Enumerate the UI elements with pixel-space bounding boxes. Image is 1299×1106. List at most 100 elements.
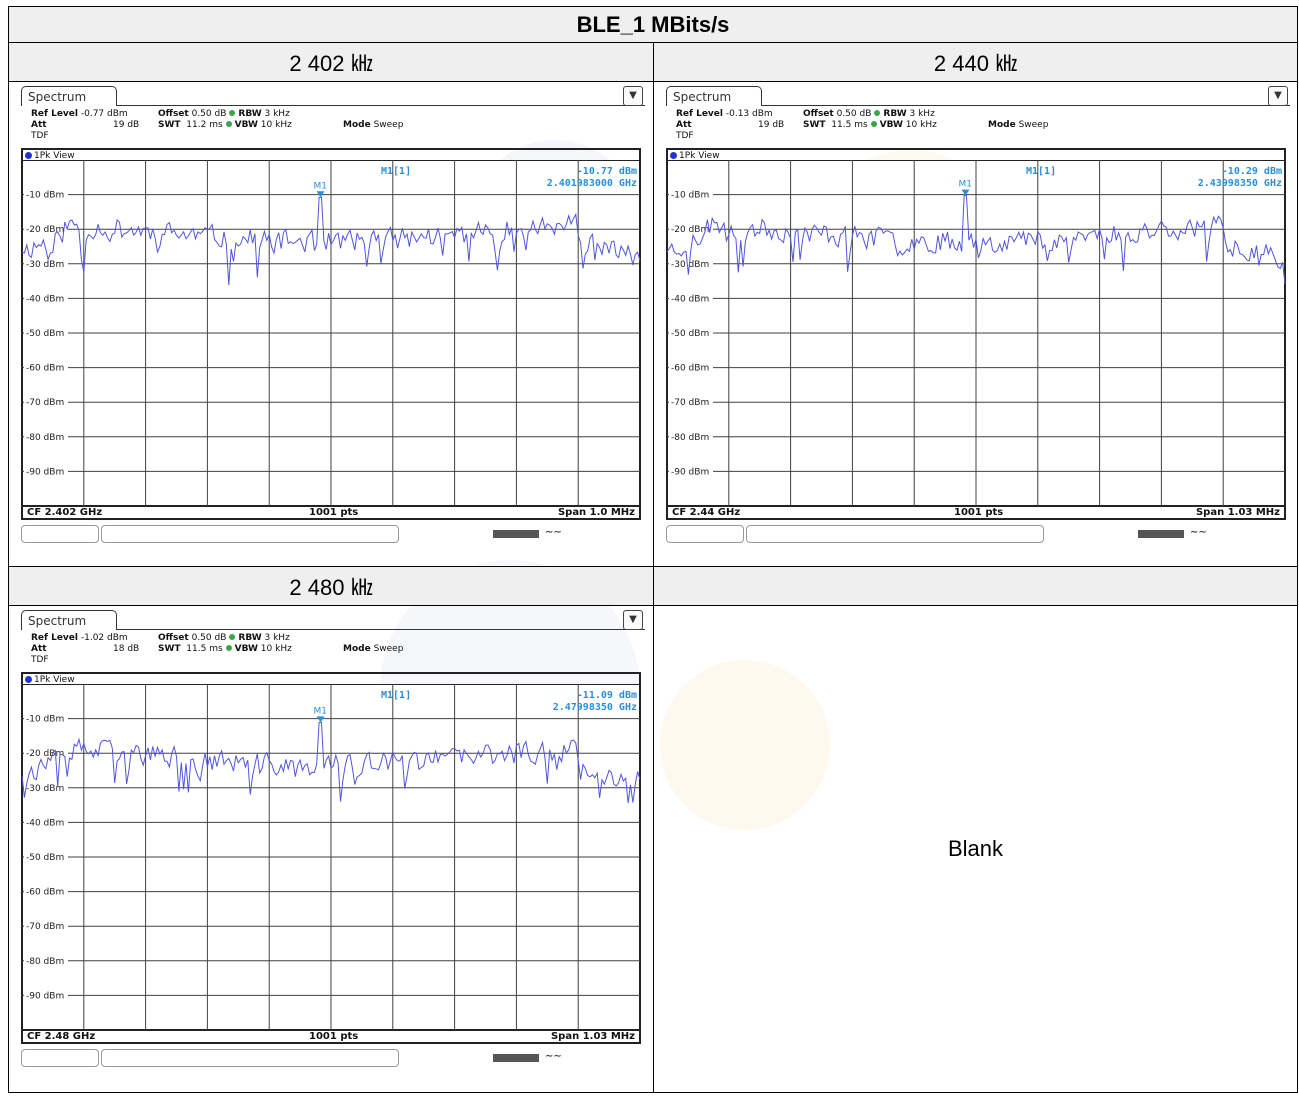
- tick-label-bg: [669, 465, 713, 478]
- tick-label-bg: [24, 816, 68, 829]
- tab-divider: [762, 105, 1290, 106]
- vbw-label: VBW: [879, 120, 903, 130]
- status-message-field[interactable]: [746, 525, 1044, 543]
- tick-label-bg: [24, 292, 68, 305]
- vbw-label: VBW: [234, 120, 258, 130]
- trace-dot-icon: [25, 152, 32, 159]
- swt-value: 11.2 ms: [186, 120, 223, 130]
- status-bar: ∼∼: [21, 524, 645, 544]
- trace-dot-icon: [25, 676, 32, 683]
- status-dot-icon: [870, 121, 877, 127]
- marker-value: -10.77 dBm: [577, 166, 637, 177]
- att-label: Att: [676, 120, 692, 130]
- menu-icon[interactable]: ▼: [1268, 86, 1288, 106]
- menu-icon[interactable]: ▼: [623, 610, 643, 630]
- plot-cell-2402: Spectrum ▼ Ref Level -0.77 dBm Offset 0.…: [8, 81, 654, 567]
- y-tick-label: -50 dBm: [26, 329, 64, 339]
- lxi-icon: ∼∼: [545, 527, 562, 538]
- y-tick-label: -80 dBm: [26, 433, 64, 443]
- y-tick-label: -50 dBm: [26, 853, 64, 863]
- rbw-label: RBW: [238, 633, 262, 643]
- rbw-label: RBW: [238, 109, 262, 119]
- att-value: 19 dB: [758, 120, 785, 130]
- status-dot-icon: [229, 634, 236, 640]
- swt-label: SWT: [158, 120, 181, 130]
- y-tick-label: -10 dBm: [671, 191, 709, 201]
- tick-label-bg: [24, 712, 68, 725]
- y-tick-label: -40 dBm: [26, 818, 64, 828]
- status-field[interactable]: [21, 525, 99, 543]
- status-message-field[interactable]: [101, 525, 399, 543]
- y-tick-label: -30 dBm: [671, 260, 709, 270]
- view-label: 1Pk View: [679, 151, 720, 161]
- center-frequency: CF 2.48 GHz: [27, 1031, 96, 1042]
- progress-indicator: [1138, 530, 1184, 538]
- offset-value: 0.50 dB: [191, 633, 227, 643]
- sweep-points: 1001 pts: [309, 1031, 359, 1042]
- y-tick-label: -80 dBm: [26, 957, 64, 967]
- y-tick-label: -20 dBm: [26, 225, 64, 235]
- att-label: Att: [31, 644, 47, 654]
- marker-value: -10.29 dBm: [1222, 166, 1282, 177]
- marker-tag: M1: [958, 180, 972, 190]
- tick-label-bg: [24, 188, 68, 201]
- spectrum-tab[interactable]: Spectrum: [666, 86, 762, 106]
- ref-level-value: -0.77 dBm: [80, 109, 128, 119]
- marker-triangle: [961, 189, 970, 196]
- status-dot-icon: [225, 645, 232, 651]
- progress-indicator: [493, 1054, 539, 1062]
- y-tick-label: -80 dBm: [671, 433, 709, 443]
- mode-value: Sweep: [373, 120, 404, 130]
- spectrum-plot: -10 dBm -20 dBm -30 dBm -40 dBm -50 dBm -60 d…: [21, 684, 641, 1031]
- y-tick-label: -10 dBm: [26, 715, 64, 725]
- spectrum-tab[interactable]: Spectrum: [21, 86, 117, 106]
- tick-label-bg: [24, 327, 68, 339]
- lxi-icon: ∼∼: [545, 1051, 562, 1062]
- tdf-label: TDF: [31, 655, 49, 665]
- tick-label-bg: [24, 920, 68, 933]
- sweep-points: 1001 pts: [954, 507, 1004, 518]
- spectrum-trace: [666, 195, 1286, 285]
- offset-value: 0.50 dB: [836, 109, 872, 119]
- trace-view-bar: 1Pk View: [666, 148, 1286, 161]
- y-tick-label: -60 dBm: [671, 364, 709, 374]
- y-tick-label: -60 dBm: [26, 364, 64, 374]
- report-table: BLE_1 MBits/s 2 402 ㎑ 2 440 ㎑ Spectrum ▼…: [7, 6, 1299, 1093]
- menu-icon[interactable]: ▼: [623, 86, 643, 106]
- status-message-field[interactable]: [101, 1049, 399, 1067]
- status-field[interactable]: [21, 1049, 99, 1067]
- swt-value: 11.5 ms: [186, 644, 223, 654]
- spectrum-tab[interactable]: Spectrum: [21, 610, 117, 630]
- parameter-block: Ref Level -0.77 dBm Offset 0.50 dB RBW 3 …: [21, 107, 641, 147]
- freq-header-2440: 2 440 ㎑: [652, 42, 1299, 82]
- span-value: Span 1.03 MHz: [1195, 507, 1280, 518]
- offset-label: Offset: [158, 109, 189, 119]
- marker-name: M1[1]: [1026, 166, 1056, 177]
- y-tick-label: -90 dBm: [26, 991, 64, 1001]
- status-dot-icon: [229, 110, 236, 116]
- y-tick-label: -40 dBm: [671, 294, 709, 304]
- spectrum-trace: [21, 721, 641, 804]
- tick-label-bg: [669, 292, 713, 305]
- center-frequency: CF 2.44 GHz: [672, 507, 741, 518]
- status-field[interactable]: [666, 525, 744, 543]
- tick-label-bg: [24, 430, 68, 443]
- marker-tag: M1: [313, 181, 327, 191]
- ref-level-value: -0.13 dBm: [725, 109, 773, 119]
- status-bar: ∼∼: [21, 1048, 645, 1068]
- rbw-label: RBW: [883, 109, 907, 119]
- tick-label-bg: [24, 465, 68, 478]
- offset-label: Offset: [158, 633, 189, 643]
- att-value: 19 dB: [113, 120, 140, 130]
- tick-label-bg: [24, 851, 68, 863]
- parameter-block: Ref Level -1.02 dBm Offset 0.50 dB RBW 3 …: [21, 631, 641, 671]
- tick-label-bg: [669, 257, 713, 270]
- vbw-value: 10 kHz: [260, 120, 292, 130]
- rbw-value: 3 kHz: [264, 633, 290, 643]
- ref-level-label: Ref Level: [676, 109, 723, 119]
- sweep-points: 1001 pts: [309, 507, 359, 518]
- marker-name: M1[1]: [381, 690, 411, 701]
- trace-dot-icon: [670, 152, 677, 159]
- y-tick-label: -30 dBm: [26, 784, 64, 794]
- span-value: Span 1.03 MHz: [550, 1031, 635, 1042]
